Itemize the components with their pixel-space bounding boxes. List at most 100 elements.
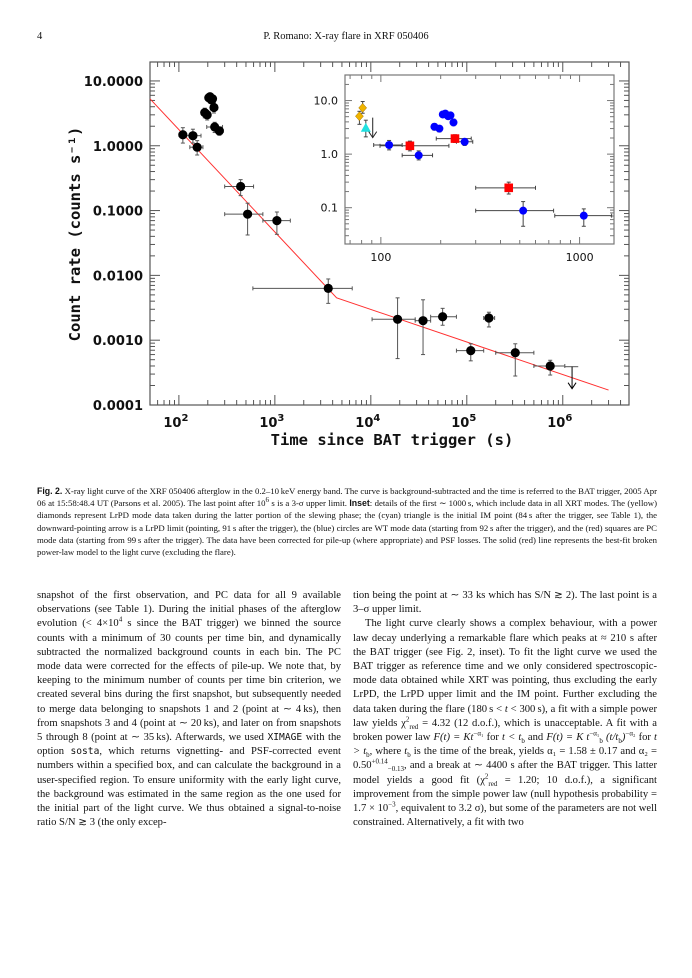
text-segment: F(t) = K t [546, 732, 590, 744]
wt-mode-circle [460, 137, 469, 146]
text-segment: with the option [37, 732, 341, 758]
pc-mode-square [504, 183, 514, 193]
x-tick-label: 104 [355, 413, 380, 431]
text-segment: −3 [388, 800, 396, 809]
paragraph: snapshot of the first observation, and P… [37, 589, 341, 830]
y-tick-label: 0.1000 [93, 205, 143, 220]
data-point [192, 142, 202, 152]
text-segment: b [366, 751, 370, 760]
text-segment: = 1.20; 10 d.o.f.), a significant improv… [353, 774, 658, 815]
text-segment: t > t [353, 732, 657, 758]
plot-frame [149, 61, 630, 406]
text-segment: −0.13 [387, 765, 404, 774]
light-curve-figure: 10.00001.00000.10000.01000.00100.0001102… [66, 61, 630, 449]
text-segment: XIMAGE [267, 732, 303, 744]
wt-mode-circle [385, 141, 394, 150]
figure-caption: Fig. 2. X-ray light curve of the XRF 050… [37, 485, 657, 558]
text-segment: −α₂ [625, 729, 636, 738]
pc-mode-square [450, 134, 460, 143]
text-segment: b [407, 751, 411, 760]
text-segment: red [488, 779, 498, 788]
wt-mode-circle [414, 151, 423, 160]
data-point [323, 283, 333, 293]
body-column-right: tion being the point at ∼ 33 ks which ha… [353, 589, 657, 830]
data-point [484, 313, 494, 323]
x-tick-base: 10 [451, 416, 469, 431]
y-tick-label: 1.0000 [93, 140, 143, 155]
text-segment: t < t [502, 732, 522, 744]
text-segment: b [618, 737, 622, 746]
broken-power-law-model-line [149, 98, 609, 391]
page-number: 4 [37, 31, 43, 42]
lrpd-mode-diamond [358, 103, 368, 113]
x-tick-exponent: 4 [373, 413, 380, 424]
data-point [510, 348, 520, 358]
upper-limit-arrowhead [368, 131, 378, 139]
x-tick-label: 105 [451, 413, 476, 431]
text-segment: = 4.32 (12 d.o.f.), which is unacceptabl… [353, 717, 657, 744]
wt-mode-circle [446, 111, 455, 120]
inset-y-tick-label: 0.1 [321, 202, 339, 215]
inset-plot: 10.0 1.0 0.1 100 1000 [314, 74, 615, 264]
text-segment: , equivalent to 3.2 σ), but some of the … [353, 803, 658, 829]
inset-x-tick-label: 100 [370, 251, 391, 264]
text-segment: F(t) = Kt [433, 732, 474, 744]
data-point [272, 216, 282, 226]
x-tick-exponent: 3 [277, 413, 284, 424]
text-segment: −α₁ [473, 729, 484, 738]
x-tick-label: 102 [163, 413, 188, 431]
y-axis-title: Count rate (counts s⁻¹) [66, 127, 84, 342]
data-point [209, 102, 219, 113]
x-tick-base: 10 [355, 416, 373, 431]
x-tick-exponent: 5 [469, 413, 476, 424]
paragraph: The light curve clearly shows a complex … [353, 617, 657, 830]
data-point [438, 312, 448, 322]
text-segment: and [524, 732, 547, 744]
text-segment: (t/t [602, 732, 619, 744]
inset-x-tick-label: 1000 [566, 251, 594, 264]
text-segment: , where [369, 746, 405, 758]
wt-mode-circle [449, 118, 458, 127]
wt-mode-circle [435, 124, 444, 133]
x-tick-label: 103 [259, 413, 284, 431]
main-plot: 10.00001.00000.10000.01000.00100.0001102… [84, 61, 630, 431]
text-segment: 2 [405, 715, 410, 724]
x-tick-base: 10 [259, 416, 277, 431]
upper-limit-arrowhead [567, 382, 577, 390]
inset-y-tick-label: 1.0 [321, 148, 339, 161]
paragraph: tion being the point at ∼ 33 ks which ha… [353, 589, 657, 617]
text-segment: : details of the first ∼ 1000 s, which i… [37, 498, 657, 558]
inset-background [345, 75, 614, 244]
text-segment: t [404, 746, 408, 758]
x-tick-base: 10 [547, 416, 565, 431]
text-segment: t [504, 703, 508, 715]
pc-mode-square [405, 141, 415, 151]
text-segment: ) [621, 732, 626, 744]
text-segment: Inset [349, 498, 370, 509]
text-segment: < 300 s), a fit with a simple power law … [353, 703, 657, 729]
wt-mode-circle [519, 206, 528, 215]
text-segment: −α₁ [589, 729, 600, 738]
text-segment: snapshot of the first observation, and P… [37, 590, 341, 630]
data-point [214, 126, 224, 136]
x-tick-label: 106 [547, 413, 572, 431]
data-point [207, 94, 218, 104]
data-point [545, 361, 555, 371]
y-tick-label: 10.0000 [84, 75, 143, 90]
data-point [392, 314, 403, 324]
lrpd-mode-diamond [355, 111, 364, 122]
body-column-left: snapshot of the first observation, and P… [37, 589, 341, 830]
wt-mode-circle [579, 211, 588, 220]
text-segment: +0.14 [371, 757, 388, 766]
text-segment: for [483, 732, 503, 744]
data-point [178, 130, 188, 140]
y-tick-label: 0.0010 [93, 334, 143, 349]
text-segment: b [599, 737, 603, 746]
text-segment: 6 [265, 496, 270, 505]
text-segment: s since the BAT trigger) we binned the s… [37, 618, 341, 744]
text-segment: tion being the point at ∼ 33 ks which ha… [353, 590, 657, 616]
x-tick-base: 10 [163, 416, 181, 431]
text-segment: Fig. 2. [37, 486, 63, 496]
x-axis-title: Time since BAT trigger (s) [271, 431, 514, 449]
text-segment: , which returns vignetting- and PSF-corr… [37, 746, 341, 829]
